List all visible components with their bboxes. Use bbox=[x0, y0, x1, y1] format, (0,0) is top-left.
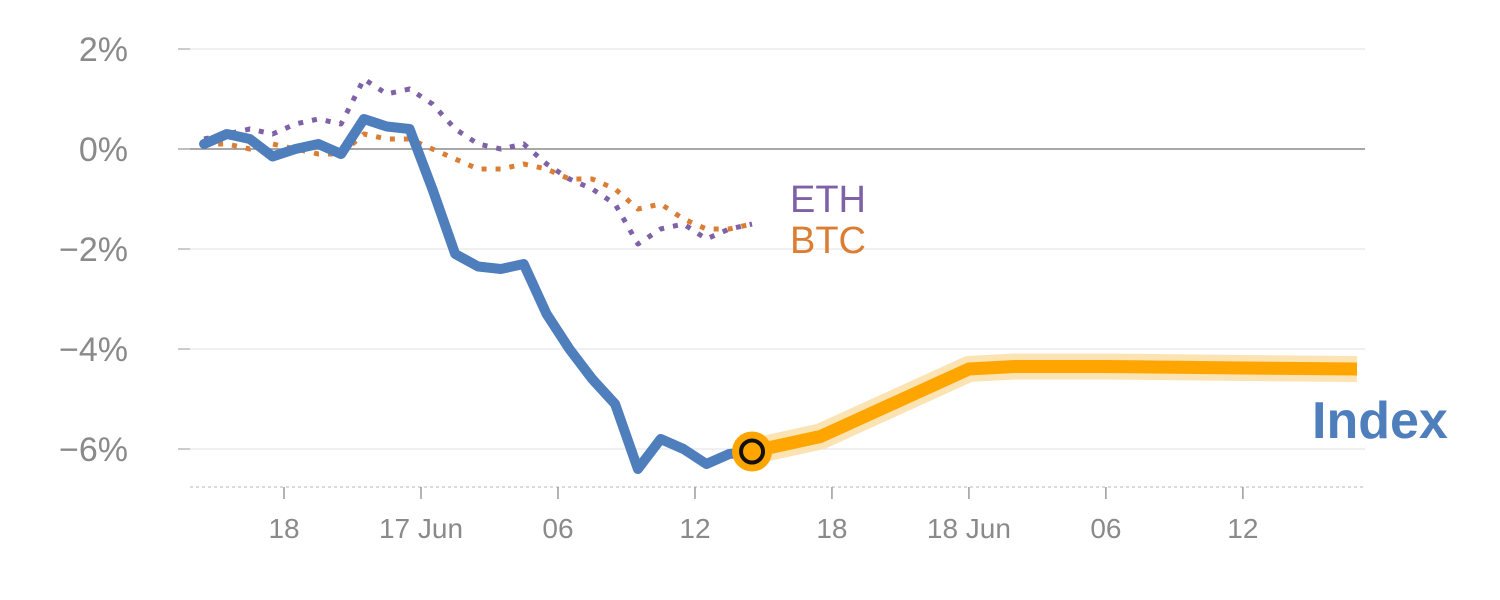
y-tick-label: −6% bbox=[59, 431, 128, 469]
eth-series-label: ETH bbox=[790, 179, 866, 221]
btc-series-label: BTC bbox=[790, 220, 866, 262]
y-tick-label: −2% bbox=[59, 231, 128, 269]
x-tick-label: 18 Jun bbox=[927, 513, 1011, 544]
y-axis-labels: 2% 0% −2% −4% −6% bbox=[59, 31, 128, 469]
forecast-band bbox=[749, 353, 1358, 465]
forecast-line bbox=[750, 360, 1358, 458]
x-axis-labels: 18 17 Jun 06 12 18 18 Jun 06 12 bbox=[268, 513, 1258, 544]
x-tick-label: 12 bbox=[1227, 513, 1258, 544]
series-lines bbox=[199, 76, 1358, 474]
grid-lines bbox=[178, 48, 1365, 499]
index-series-label: Index bbox=[1312, 392, 1448, 450]
x-tick-label: 12 bbox=[679, 513, 710, 544]
y-tick-label: −4% bbox=[59, 331, 128, 369]
y-tick-label: 0% bbox=[79, 131, 128, 169]
series-labels: ETH BTC Index bbox=[790, 179, 1448, 450]
x-tick-label: 06 bbox=[542, 513, 573, 544]
y-tick-label: 2% bbox=[79, 31, 128, 69]
eth-series-line bbox=[203, 76, 753, 247]
x-tick-label: 18 bbox=[816, 513, 847, 544]
current-marker-dot bbox=[739, 438, 766, 465]
x-tick-label: 06 bbox=[1090, 513, 1121, 544]
x-tick-label: 17 Jun bbox=[379, 513, 463, 544]
index-series-line bbox=[199, 114, 757, 474]
x-tick-label: 18 bbox=[268, 513, 299, 544]
